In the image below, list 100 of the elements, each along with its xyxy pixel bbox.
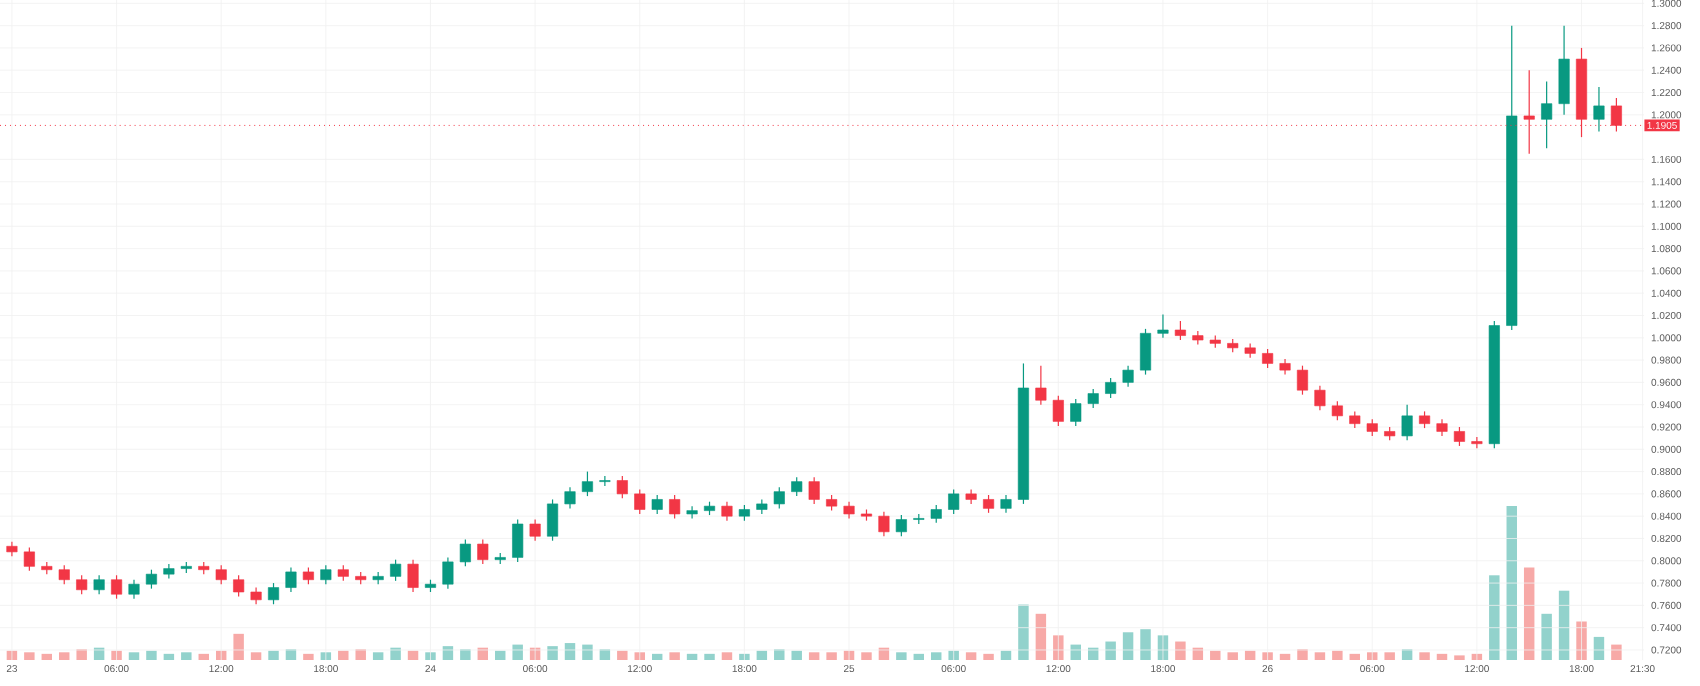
candlestick (1157, 313, 1169, 339)
bar (617, 650, 628, 660)
candlestick (808, 476, 820, 505)
candlestick (1035, 365, 1047, 406)
bar (233, 633, 244, 660)
candlestick (233, 574, 245, 598)
bar (146, 650, 157, 660)
bar (268, 650, 279, 660)
candlestick (1593, 86, 1605, 133)
candlestick (320, 564, 332, 585)
bar (1227, 652, 1238, 660)
bar (1332, 650, 1343, 660)
bar (1140, 629, 1151, 660)
candlestick (634, 488, 646, 515)
candlestick (1331, 400, 1343, 421)
bar (111, 650, 122, 660)
candlestick (1052, 395, 1064, 427)
bar (198, 653, 209, 660)
bar (1436, 653, 1448, 660)
bar (1384, 652, 1395, 660)
bar (41, 653, 53, 660)
bar (704, 653, 715, 660)
bar (983, 653, 994, 660)
candlestick (407, 559, 419, 593)
candlestick (459, 538, 471, 567)
bar (1419, 652, 1430, 660)
candlestick (547, 498, 559, 542)
candlestick (1070, 398, 1082, 427)
candlestick (773, 486, 785, 509)
bar (1506, 506, 1517, 660)
bar (250, 652, 262, 660)
bar (1489, 575, 1500, 660)
candlestick (111, 574, 123, 600)
candlestick (529, 518, 541, 542)
candlestick (878, 511, 890, 537)
bar (808, 652, 820, 660)
bar (372, 652, 384, 660)
candlestick (1471, 436, 1483, 449)
bar (1000, 650, 1012, 660)
candlestick (686, 505, 698, 520)
candlestick (965, 488, 977, 505)
candlestick (581, 470, 593, 497)
candlestick (599, 475, 611, 487)
candlestick (895, 514, 907, 537)
candlestick (1122, 365, 1134, 388)
candlestick (1174, 320, 1186, 341)
candlestick (1262, 348, 1274, 369)
bar (24, 652, 35, 660)
candlestick (477, 538, 489, 565)
bar (686, 653, 698, 660)
bar (1122, 632, 1134, 660)
candlestick (1401, 404, 1413, 441)
candlestick (948, 488, 960, 515)
bar (303, 653, 314, 660)
bar (669, 652, 680, 660)
bar (1244, 650, 1256, 660)
bar (1018, 604, 1029, 660)
candlestick (791, 476, 803, 497)
candlestick (285, 566, 297, 593)
candlestick (651, 494, 663, 515)
candlestick (23, 546, 35, 572)
bar (1105, 641, 1116, 660)
bar (965, 652, 977, 660)
bar (163, 653, 175, 660)
candlestick (669, 494, 681, 520)
bar (1262, 652, 1273, 660)
bar (1541, 613, 1552, 660)
candlestick (128, 579, 140, 600)
bar (739, 653, 750, 660)
bar (931, 652, 942, 660)
candlestick (76, 574, 88, 595)
bar (756, 650, 768, 660)
bar (1314, 652, 1326, 660)
candlestick (442, 556, 454, 590)
bar (1210, 650, 1221, 660)
bar (721, 652, 733, 660)
bar (861, 652, 872, 660)
candlestick (616, 475, 628, 499)
bar (495, 650, 506, 660)
candlestick (1314, 385, 1326, 411)
bar (791, 650, 802, 660)
candlestick (58, 564, 70, 585)
candlestick (145, 569, 157, 590)
bar (547, 646, 558, 660)
bar (826, 652, 837, 660)
candlestick (390, 559, 402, 582)
candlestick (93, 574, 105, 595)
candlestick (1139, 328, 1152, 376)
bar (1558, 590, 1570, 660)
bar (1279, 653, 1291, 660)
candlestick (163, 563, 175, 580)
candlestick (1558, 25, 1570, 116)
candlestick (1296, 365, 1309, 396)
bar (651, 653, 663, 660)
bar (407, 650, 419, 660)
candlestick (564, 486, 576, 509)
candlestick (215, 564, 227, 585)
bar (1175, 641, 1186, 660)
bar (338, 650, 349, 660)
bar (1349, 653, 1361, 660)
